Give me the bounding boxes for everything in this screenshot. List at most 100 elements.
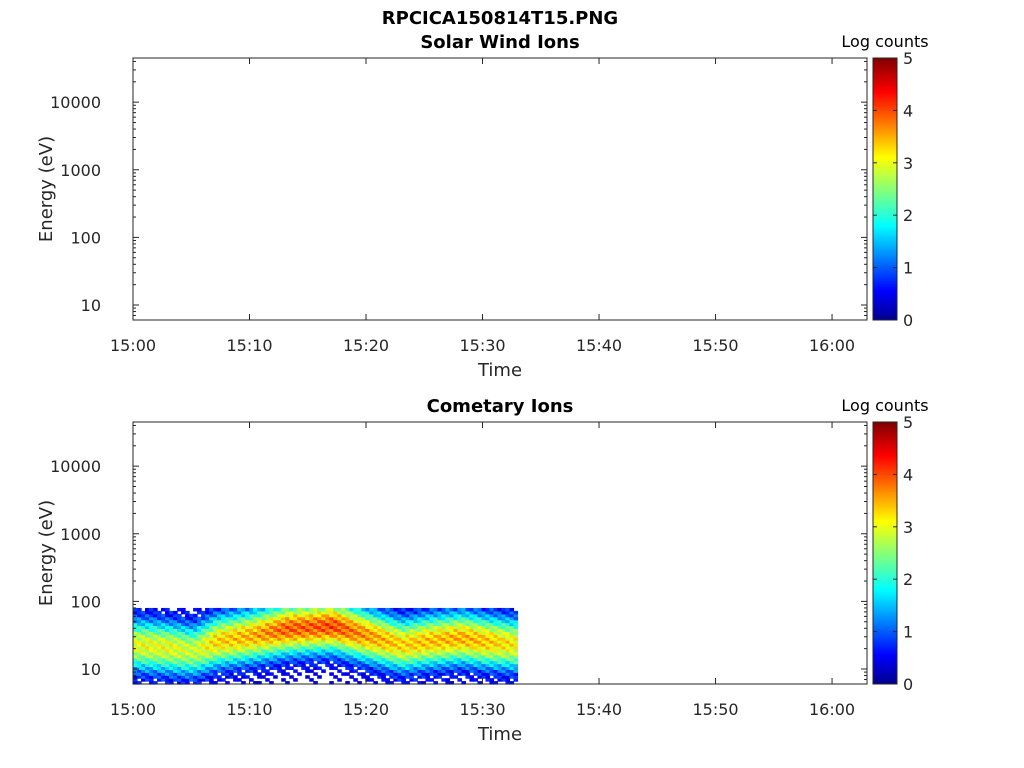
heatmap-cell: [181, 675, 186, 679]
heatmap-cell: [205, 672, 210, 676]
heatmap-cell: [373, 613, 378, 618]
heatmap-cell: [221, 628, 226, 632]
heatmap-cell: [349, 654, 354, 659]
x-axis: 15:00 15:10 15:20 15:30 15:40 15:50 16:00: [110, 58, 855, 355]
heatmap-cell: [349, 675, 354, 679]
heatmap-cell: [245, 654, 250, 659]
heatmap-cell: [185, 637, 190, 641]
heatmap-cell: [453, 643, 459, 647]
heatmap-cell: [481, 625, 487, 630]
heatmap-cell: [209, 654, 214, 659]
heatmap-cell: [245, 607, 250, 612]
heatmap-cell: [345, 651, 350, 656]
heatmap-cell: [461, 672, 467, 676]
heatmap-cell: [269, 643, 274, 647]
heatmap-cell: [237, 637, 242, 641]
heatmap-cell: [285, 616, 290, 621]
y-axis-label: Energy (eV): [36, 136, 57, 242]
heatmap-cell: [189, 619, 194, 624]
heatmap-cell: [133, 675, 138, 679]
heatmap-cell: [185, 640, 190, 644]
heatmap-cell: [249, 660, 254, 665]
heatmap-cell: [205, 663, 210, 668]
heatmap-cell: [189, 654, 194, 659]
heatmap-cell: [365, 654, 370, 659]
y-tick-label: 100: [70, 592, 101, 611]
heatmap-cell: [437, 631, 442, 635]
heatmap-cell: [165, 669, 170, 673]
heatmap-cell: [281, 622, 286, 627]
heatmap-cell: [421, 616, 426, 621]
heatmap-cell: [157, 660, 162, 665]
heatmap-cell: [365, 660, 370, 665]
heatmap-cell: [141, 613, 146, 618]
heatmap-cell: [137, 613, 142, 618]
heatmap-cell: [469, 628, 475, 632]
heatmap-cell: [401, 648, 406, 653]
heatmap-cell: [469, 663, 475, 668]
heatmap-cell: [465, 607, 471, 612]
heatmap-cell: [385, 643, 390, 647]
heatmap-cell: [477, 625, 483, 630]
heatmap-cell: [269, 660, 274, 665]
heatmap-cell: [409, 657, 414, 662]
heatmap-cell: [297, 625, 302, 630]
heatmap-cell: [349, 651, 354, 656]
heatmap-cell: [137, 607, 142, 612]
heatmap-cell: [309, 628, 314, 632]
heatmap-cell: [241, 619, 246, 624]
heatmap-cell: [461, 634, 467, 638]
heatmap-cell: [133, 660, 138, 665]
heatmap-cell: [393, 634, 398, 638]
heatmap-cell: [357, 660, 362, 665]
heatmap-cell: [473, 616, 479, 621]
heatmap-cell: [309, 678, 314, 682]
heatmap-cell: [389, 628, 394, 632]
heatmap-cell: [429, 643, 434, 647]
heatmap-cell: [373, 657, 378, 662]
heatmap-cell: [213, 663, 218, 668]
heatmap-cell: [265, 657, 270, 662]
heatmap-cell: [193, 654, 198, 659]
heatmap-cell: [325, 619, 330, 624]
heatmap-cell: [325, 631, 330, 635]
colorbar-label: Log counts: [841, 32, 928, 51]
heatmap-cell: [305, 648, 310, 653]
heatmap-cell: [373, 654, 378, 659]
heatmap-cell: [477, 619, 483, 624]
heatmap-cell: [281, 607, 286, 612]
heatmap-cell: [277, 628, 282, 632]
heatmap-cell: [221, 622, 226, 627]
heatmap-cell: [253, 640, 258, 644]
heatmap-cell: [337, 625, 342, 630]
heatmap-cell: [165, 619, 170, 624]
heatmap-cell: [261, 651, 266, 656]
heatmap-cell: [501, 648, 507, 653]
heatmap-cell: [173, 631, 178, 635]
heatmap-cell: [449, 613, 454, 618]
heatmap-cell: [161, 645, 166, 650]
heatmap-cell: [305, 610, 310, 615]
heatmap-cell: [153, 625, 158, 630]
heatmap-cell: [305, 607, 310, 612]
heatmap-cell: [161, 678, 166, 682]
heatmap-cell: [321, 643, 326, 647]
heatmap-cell: [289, 610, 294, 615]
heatmap-cell: [485, 678, 491, 682]
heatmap-cell: [277, 648, 282, 653]
heatmap-cell: [205, 669, 210, 673]
heatmap-cell: [305, 666, 310, 670]
heatmap-cell: [225, 645, 230, 650]
heatmap-cell: [293, 660, 298, 665]
heatmap-cell: [137, 645, 142, 650]
heatmap-cell: [185, 660, 190, 665]
heatmap-cell: [397, 654, 402, 659]
heatmap-cell: [333, 651, 338, 656]
heatmap-cell: [349, 660, 354, 665]
heatmap-cell: [225, 619, 230, 624]
heatmap-cell: [309, 607, 314, 612]
heatmap-cell: [497, 628, 503, 632]
heatmap-cell: [397, 678, 402, 682]
heatmap-cell: [425, 631, 430, 635]
heatmap-cell: [229, 628, 234, 632]
